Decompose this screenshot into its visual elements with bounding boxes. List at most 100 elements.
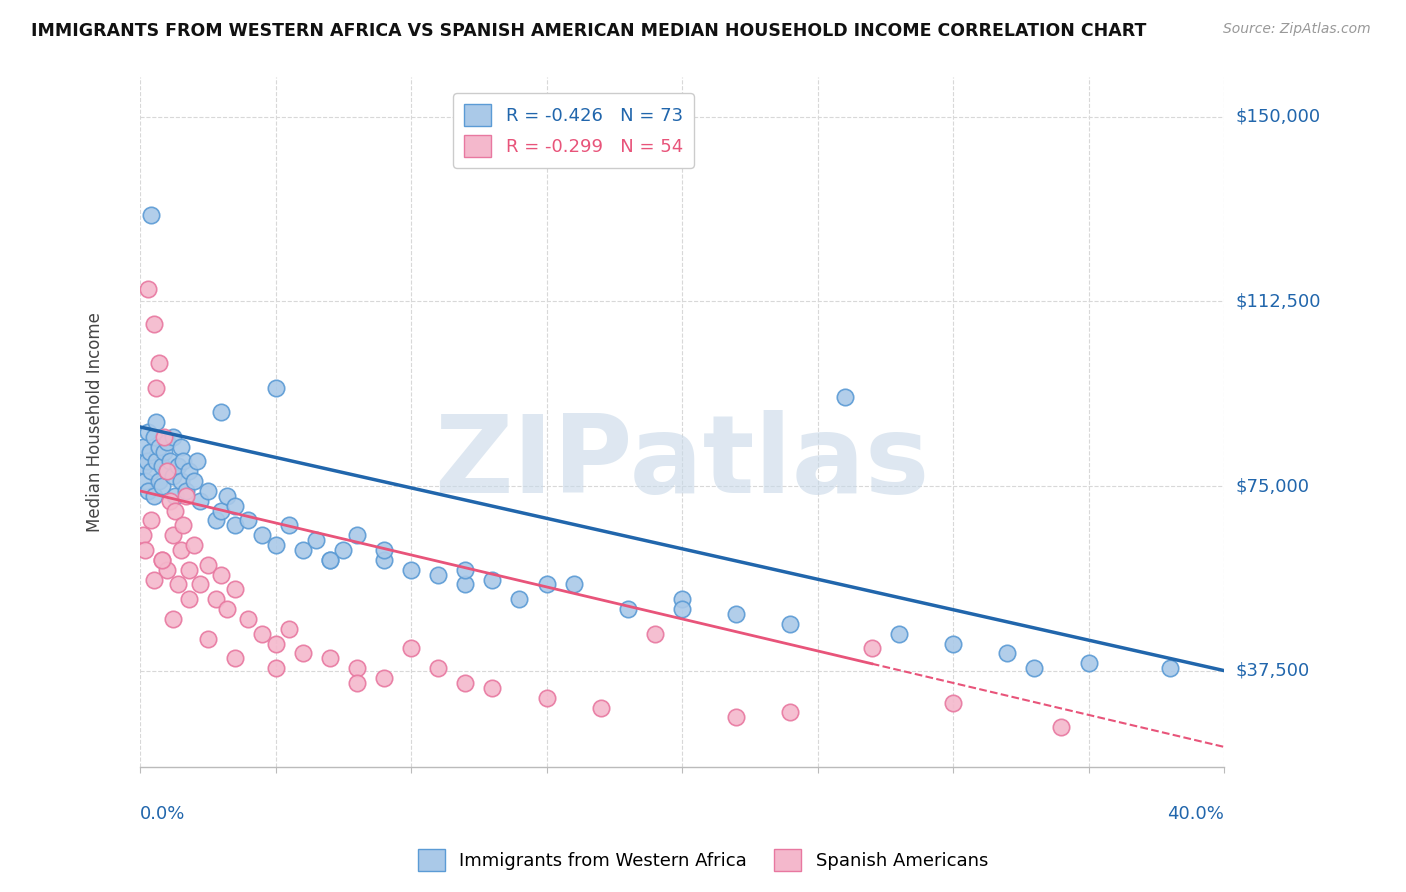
Point: [427, 661, 450, 675]
Point: [153, 444, 176, 458]
Point: [170, 440, 193, 454]
Point: [224, 518, 246, 533]
Point: [205, 513, 228, 527]
Point: [145, 380, 167, 394]
Point: [346, 528, 368, 542]
Point: [779, 616, 801, 631]
Point: [373, 553, 395, 567]
Point: [156, 464, 179, 478]
Point: [134, 459, 156, 474]
Point: [264, 538, 287, 552]
Point: [150, 459, 173, 474]
Point: [725, 710, 748, 724]
Point: [186, 454, 208, 468]
Point: [215, 489, 238, 503]
Point: [834, 391, 856, 405]
Point: [142, 317, 165, 331]
Point: [183, 538, 205, 552]
Point: [136, 282, 159, 296]
Point: [373, 671, 395, 685]
Point: [139, 464, 162, 478]
Point: [174, 489, 197, 503]
Point: [454, 563, 477, 577]
Point: [177, 592, 200, 607]
Point: [145, 415, 167, 429]
Point: [238, 513, 260, 527]
Point: [142, 573, 165, 587]
Point: [399, 563, 422, 577]
Point: [454, 676, 477, 690]
Point: [481, 681, 503, 695]
Text: $150,000: $150,000: [1236, 108, 1320, 126]
Text: ZIPatlas: ZIPatlas: [434, 410, 929, 516]
Text: 0.0%: 0.0%: [141, 805, 186, 823]
Point: [373, 543, 395, 558]
Point: [860, 641, 883, 656]
Point: [156, 563, 179, 577]
Point: [454, 577, 477, 591]
Point: [536, 690, 558, 705]
Point: [264, 636, 287, 650]
Point: [224, 651, 246, 665]
Text: $75,000: $75,000: [1236, 477, 1309, 495]
Point: [150, 553, 173, 567]
Point: [942, 636, 965, 650]
Point: [138, 444, 160, 458]
Point: [319, 553, 342, 567]
Point: [332, 543, 354, 558]
Point: [197, 558, 219, 572]
Point: [671, 602, 693, 616]
Point: [135, 454, 157, 468]
Point: [346, 676, 368, 690]
Point: [215, 602, 238, 616]
Point: [150, 479, 173, 493]
Point: [264, 380, 287, 394]
Point: [209, 503, 232, 517]
Point: [427, 567, 450, 582]
Point: [536, 577, 558, 591]
Text: IMMIGRANTS FROM WESTERN AFRICA VS SPANISH AMERICAN MEDIAN HOUSEHOLD INCOME CORRE: IMMIGRANTS FROM WESTERN AFRICA VS SPANIS…: [31, 22, 1146, 40]
Point: [508, 592, 530, 607]
Point: [209, 405, 232, 419]
Point: [562, 577, 585, 591]
Point: [159, 493, 181, 508]
Point: [188, 493, 211, 508]
Point: [174, 483, 197, 498]
Point: [170, 474, 193, 488]
Point: [162, 430, 184, 444]
Point: [156, 464, 179, 478]
Point: [319, 553, 342, 567]
Point: [224, 499, 246, 513]
Point: [159, 454, 181, 468]
Point: [205, 592, 228, 607]
Point: [148, 474, 170, 488]
Point: [264, 661, 287, 675]
Point: [170, 543, 193, 558]
Point: [162, 469, 184, 483]
Point: [134, 543, 156, 558]
Point: [134, 474, 156, 488]
Point: [779, 706, 801, 720]
Point: [346, 661, 368, 675]
Point: [481, 573, 503, 587]
Text: $112,500: $112,500: [1236, 293, 1320, 310]
Point: [172, 454, 194, 468]
Point: [162, 612, 184, 626]
Point: [305, 533, 328, 548]
Point: [399, 641, 422, 656]
Point: [167, 577, 190, 591]
Point: [644, 626, 666, 640]
Point: [148, 440, 170, 454]
Point: [136, 425, 159, 439]
Legend: R = -0.426   N = 73, R = -0.299   N = 54: R = -0.426 N = 73, R = -0.299 N = 54: [454, 94, 695, 168]
Point: [617, 602, 640, 616]
Point: [671, 592, 693, 607]
Point: [167, 459, 190, 474]
Point: [177, 563, 200, 577]
Point: [291, 543, 314, 558]
Point: [162, 528, 184, 542]
Point: [209, 567, 232, 582]
Text: Median Household Income: Median Household Income: [86, 312, 104, 532]
Point: [942, 696, 965, 710]
Point: [278, 518, 301, 533]
